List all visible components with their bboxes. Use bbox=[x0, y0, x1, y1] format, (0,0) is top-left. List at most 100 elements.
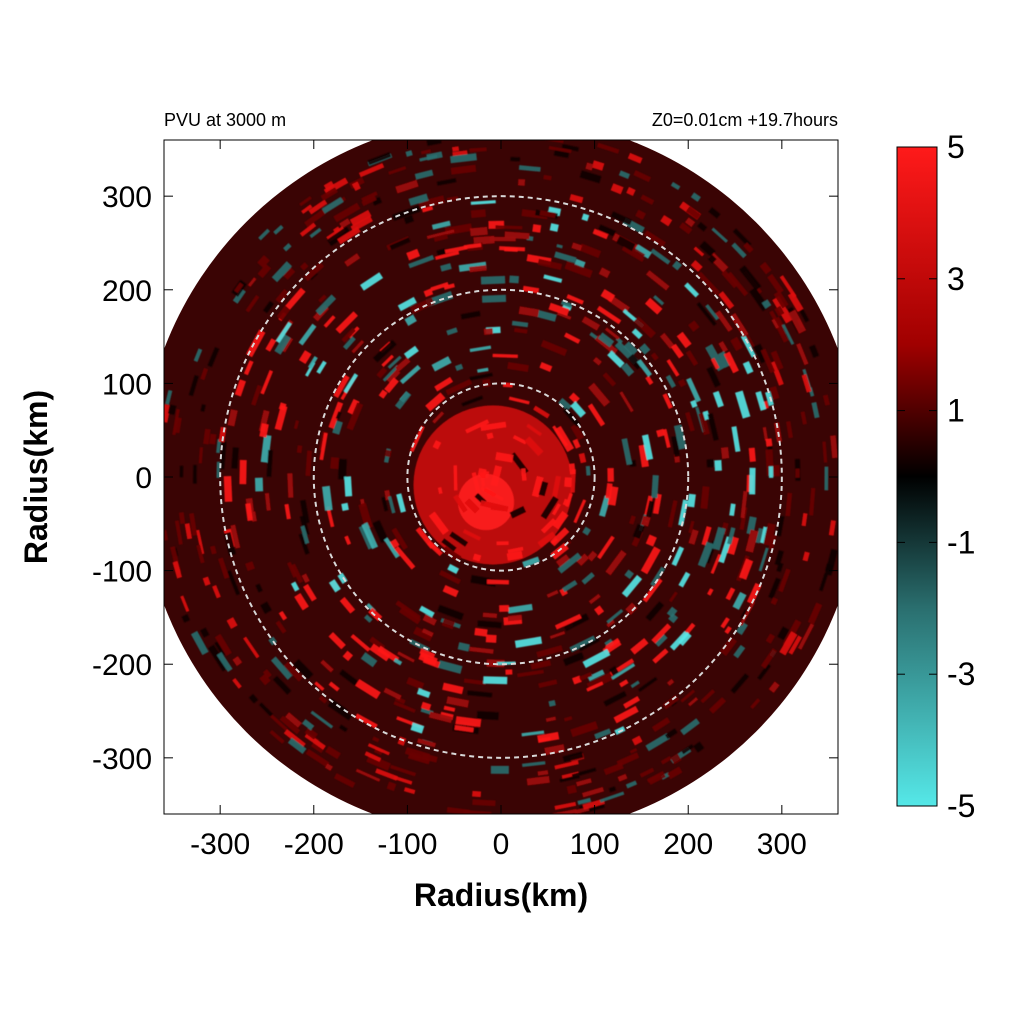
field-patch bbox=[234, 379, 246, 397]
field-patch bbox=[269, 714, 288, 731]
field-patch bbox=[480, 500, 509, 512]
field-patch bbox=[416, 688, 431, 699]
field-patch bbox=[745, 529, 759, 553]
x-tick-label: 200 bbox=[663, 828, 713, 861]
field-patch bbox=[680, 689, 696, 703]
field-patch bbox=[243, 636, 260, 659]
field-patch bbox=[270, 656, 293, 680]
field-patch bbox=[556, 244, 563, 249]
field-patch bbox=[685, 411, 695, 432]
field-patch bbox=[298, 350, 312, 365]
field-patch bbox=[617, 773, 628, 782]
field-patch bbox=[670, 343, 684, 359]
field-patch bbox=[621, 246, 645, 262]
field-patch bbox=[436, 178, 457, 186]
field-patch bbox=[282, 267, 296, 280]
field-patch bbox=[263, 301, 274, 314]
field-patch bbox=[698, 412, 710, 436]
field-patch bbox=[763, 523, 776, 546]
field-patch bbox=[279, 715, 301, 735]
field-patch bbox=[464, 817, 486, 825]
field-patch bbox=[386, 781, 397, 792]
field-patch bbox=[801, 513, 808, 527]
field-patch bbox=[774, 550, 784, 566]
field-patch bbox=[373, 339, 397, 363]
field-patch bbox=[394, 545, 416, 570]
field-patch bbox=[490, 765, 509, 774]
field-patch bbox=[702, 410, 711, 421]
field-patch bbox=[548, 302, 570, 316]
field-patch bbox=[551, 503, 561, 516]
field-patch bbox=[469, 226, 488, 237]
field-patch bbox=[631, 328, 643, 340]
field-patch bbox=[164, 404, 171, 423]
field-patch bbox=[644, 500, 655, 522]
field-patch bbox=[328, 632, 346, 650]
field-patch bbox=[651, 623, 672, 644]
field-patch bbox=[629, 747, 638, 754]
field-patch bbox=[552, 510, 569, 530]
field-patch bbox=[717, 351, 732, 368]
field-patch bbox=[532, 224, 542, 233]
field-patch bbox=[650, 248, 671, 265]
field-patch bbox=[540, 339, 568, 357]
field-patch bbox=[568, 392, 580, 404]
field-patch bbox=[395, 179, 419, 194]
axis-ticks: -300 -200 -100 0 100 200 300 300 200 100 0 -100 -200… bbox=[92, 140, 838, 861]
field-patch bbox=[592, 228, 609, 240]
field-patch bbox=[585, 162, 594, 171]
field-patch bbox=[189, 513, 198, 536]
y-tick-label: 200 bbox=[102, 275, 152, 308]
field-patch bbox=[293, 659, 314, 680]
field-patch bbox=[472, 799, 496, 807]
field-patch bbox=[640, 194, 655, 205]
field-patch bbox=[822, 394, 830, 406]
field-patch bbox=[181, 614, 190, 623]
x-axis-label: Radius(km) bbox=[414, 877, 588, 913]
field-patch bbox=[396, 493, 406, 513]
field-patch bbox=[599, 791, 625, 803]
field-patch bbox=[690, 260, 703, 272]
field-patch bbox=[483, 486, 497, 498]
plot-area bbox=[164, 140, 838, 825]
field-patch bbox=[720, 617, 730, 629]
field-patch bbox=[486, 432, 494, 440]
field-patch bbox=[727, 271, 749, 297]
field-patch bbox=[203, 428, 211, 445]
field-patch bbox=[328, 681, 340, 692]
field-patch bbox=[274, 405, 288, 431]
field-patch bbox=[651, 474, 659, 499]
field-patch bbox=[399, 364, 421, 385]
field-patch bbox=[543, 174, 552, 181]
field-patch bbox=[174, 520, 183, 545]
field-patch bbox=[446, 696, 470, 708]
field-patch bbox=[562, 580, 578, 593]
field-patch bbox=[510, 156, 521, 162]
field-patch bbox=[765, 438, 773, 447]
field-patch bbox=[469, 372, 493, 381]
field-patch bbox=[687, 493, 696, 508]
field-patch bbox=[561, 143, 579, 152]
field-patch bbox=[299, 222, 317, 237]
field-patch bbox=[196, 529, 205, 555]
field-patch bbox=[307, 355, 318, 369]
field-patch bbox=[629, 515, 636, 525]
field-patch bbox=[404, 314, 417, 327]
field-patch bbox=[335, 311, 358, 334]
field-patch bbox=[705, 304, 720, 321]
field-patch bbox=[434, 250, 460, 260]
reference-circle-200 bbox=[312, 288, 690, 666]
field-patch bbox=[681, 744, 694, 755]
field-patch bbox=[735, 390, 751, 419]
field-patch bbox=[381, 354, 394, 368]
field-patch bbox=[476, 711, 499, 720]
field-patch bbox=[489, 236, 516, 242]
field-patch bbox=[666, 678, 675, 687]
field-patch bbox=[290, 563, 304, 584]
field-patch bbox=[656, 428, 666, 438]
field-patch bbox=[505, 669, 513, 675]
field-patch bbox=[324, 763, 334, 772]
field-patch bbox=[618, 170, 631, 179]
field-patch bbox=[227, 570, 241, 596]
